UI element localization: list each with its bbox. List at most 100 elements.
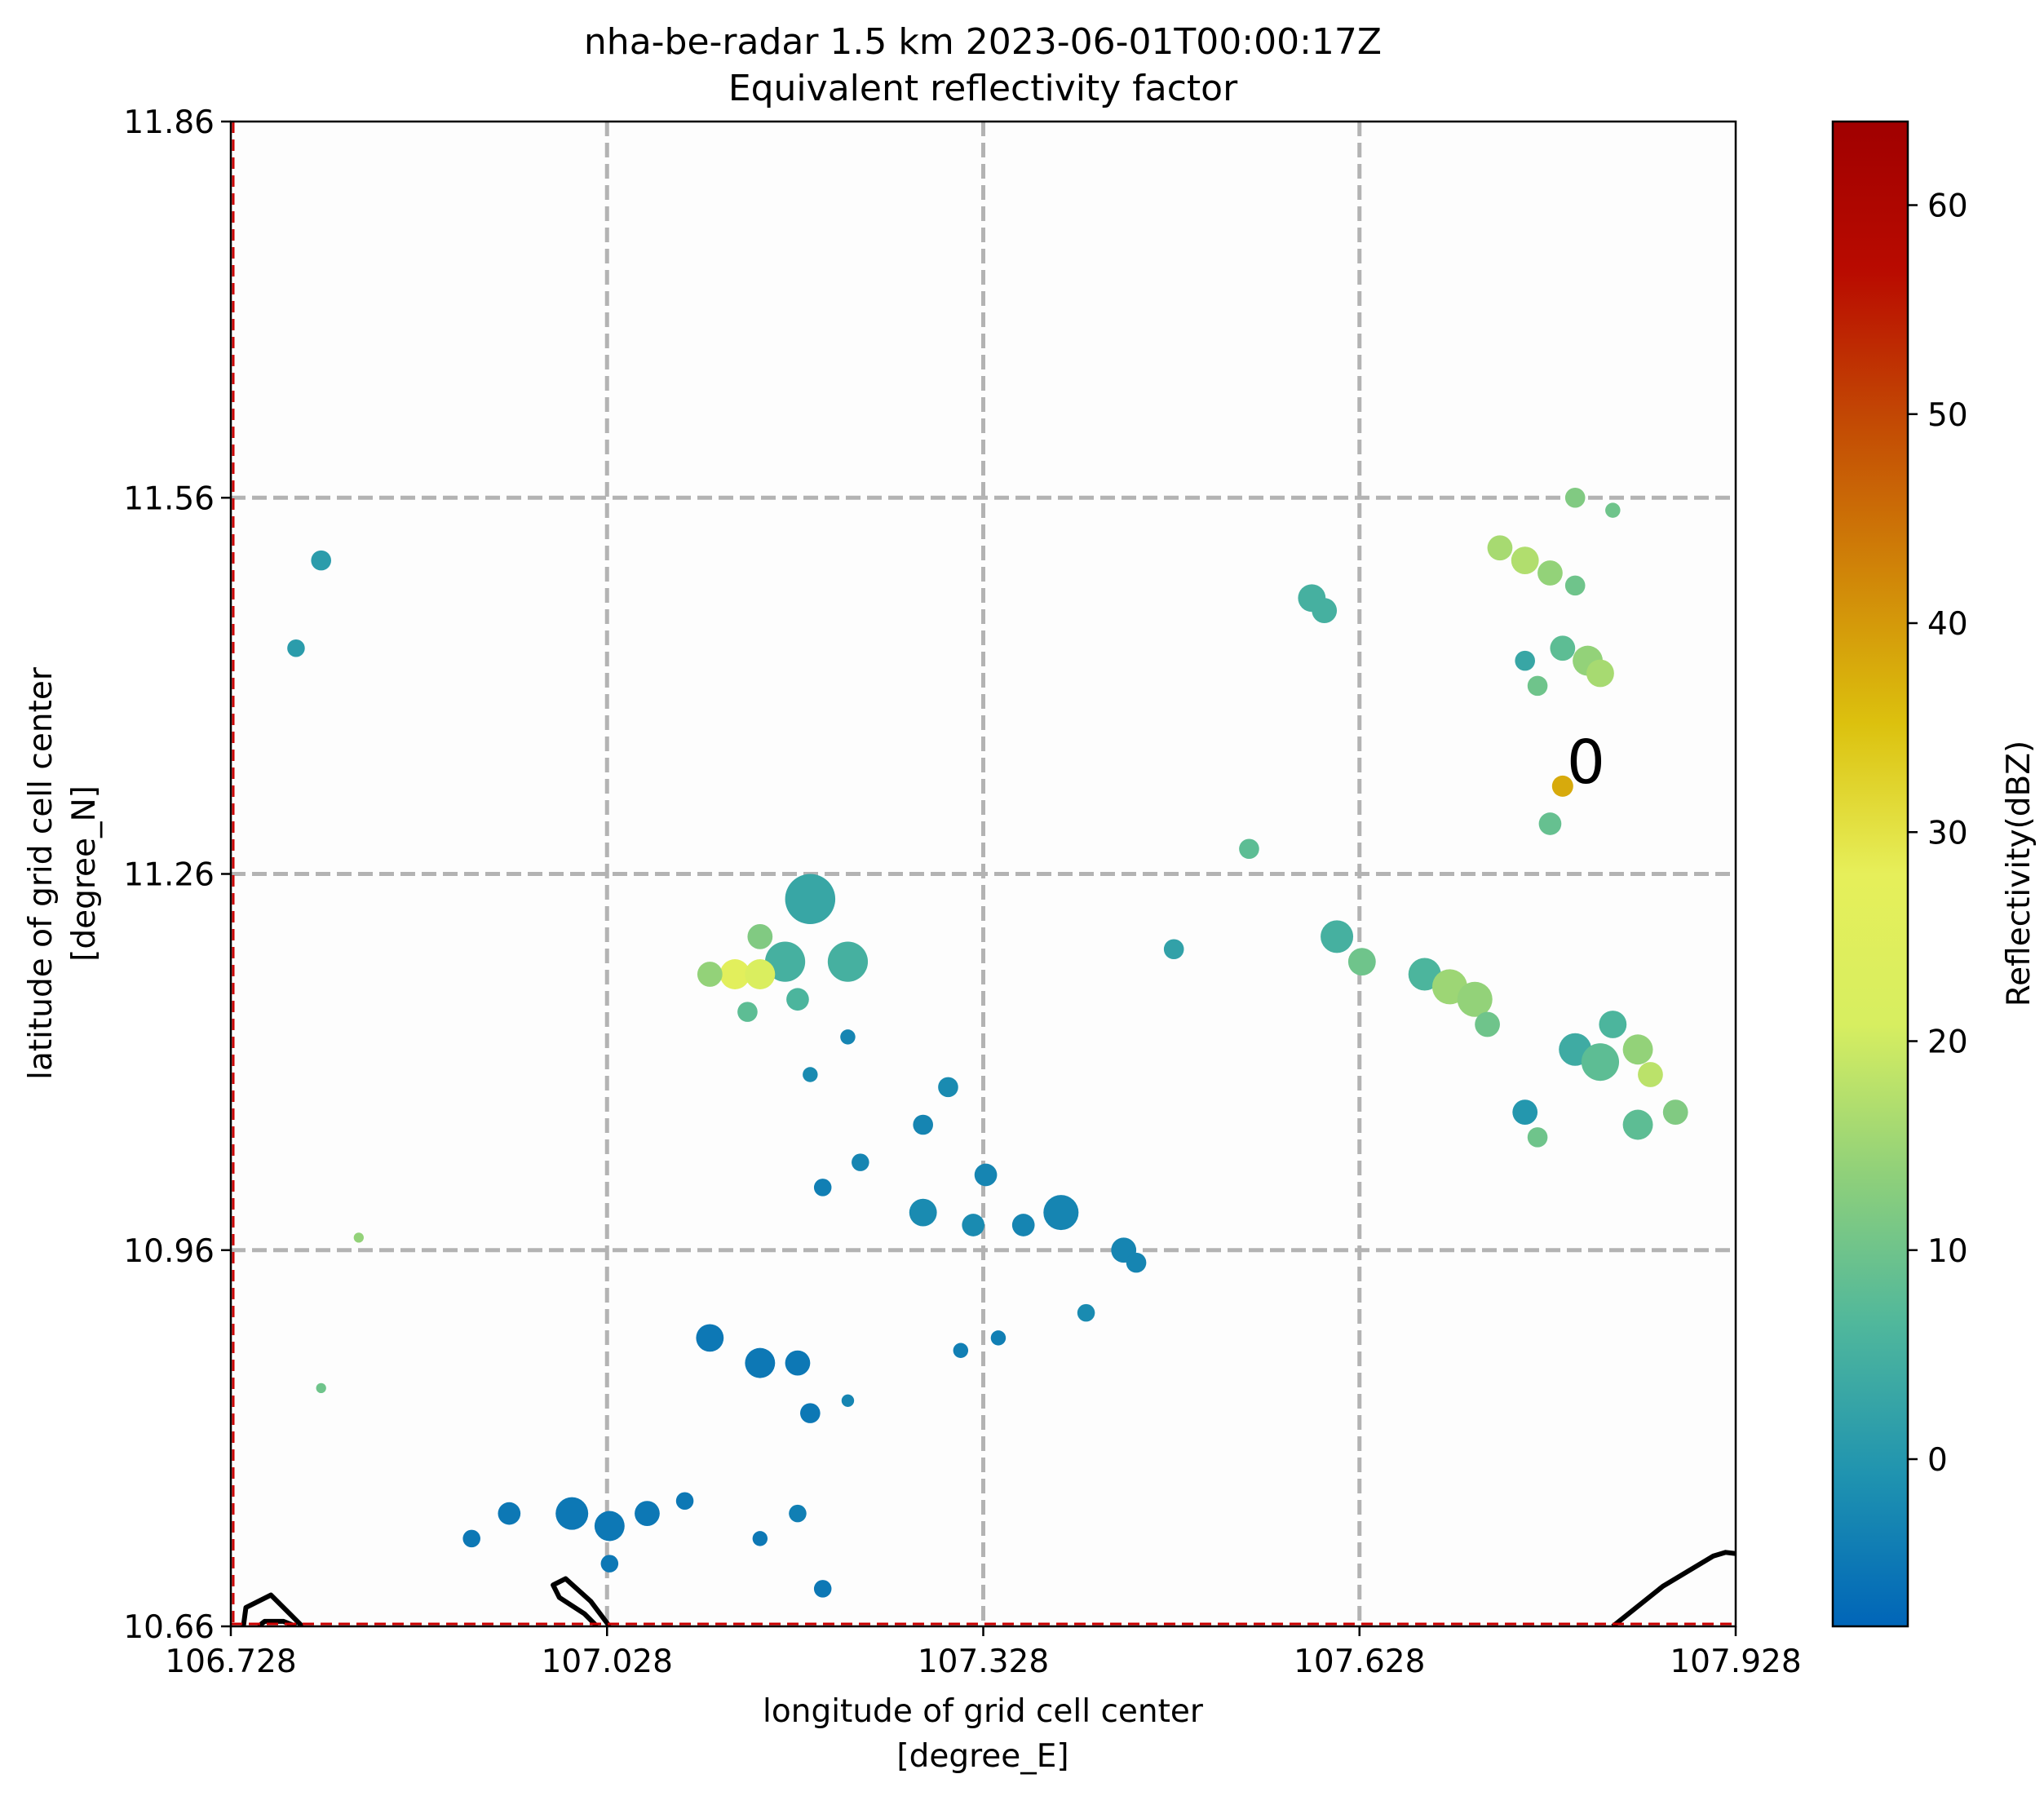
echo-cell — [1605, 502, 1621, 518]
echo-cell — [1321, 920, 1354, 953]
echo-cell — [745, 1347, 776, 1378]
echo-cell — [311, 550, 332, 571]
echo-cell — [1564, 575, 1586, 596]
echo-cell — [789, 1504, 807, 1523]
echo-cell — [1043, 1195, 1079, 1231]
echo-cell — [1586, 659, 1614, 688]
echo-cell — [719, 959, 750, 989]
coastline — [1611, 1550, 1736, 1626]
echo-cell — [800, 1403, 821, 1423]
echo-cell — [462, 1529, 480, 1548]
y-axis-unit: [degree_N] — [66, 785, 103, 962]
echo-cell — [316, 1382, 326, 1394]
echo-cell — [803, 1067, 818, 1082]
echo-cell — [1550, 635, 1576, 661]
coastline — [551, 1576, 612, 1626]
echo-cell — [953, 1343, 969, 1358]
echo-cell — [1622, 1109, 1653, 1140]
y-axis-ticks: 10.66 10.96 11.26 11.56 11.86 — [123, 104, 231, 1646]
echo-cell — [938, 1077, 958, 1098]
echo-cell — [747, 924, 773, 949]
echo-cell — [555, 1497, 589, 1530]
x-axis-ticks: 106.728 107.028 107.328 107.628 107.928 — [165, 1626, 1802, 1680]
echo-cell — [1537, 560, 1563, 586]
echo-cell — [1564, 487, 1586, 508]
y-axis-label: latitude of grid cell center — [23, 666, 60, 1080]
y-tick-label: 11.26 — [123, 857, 215, 894]
colorbar-ticks: 0 10 20 30 40 50 60 — [1908, 188, 1968, 1479]
colorbar-tick-label: 0 — [1927, 1442, 1948, 1479]
y-tick-label: 10.66 — [123, 1609, 215, 1646]
echo-cell — [1487, 535, 1513, 561]
echo-cell — [827, 941, 869, 982]
x-tick-label: 106.728 — [165, 1643, 296, 1680]
colorbar-tick-label: 40 — [1927, 606, 1968, 643]
colorbar-tick-label: 10 — [1927, 1233, 1968, 1270]
echo-cell — [697, 962, 723, 987]
echo-cell — [1457, 981, 1493, 1017]
echo-cell — [962, 1214, 985, 1236]
echo-cell — [1638, 1062, 1663, 1087]
echo-cell — [785, 1350, 811, 1376]
colorbar-label: Reflectivity(dBZ) — [2001, 741, 2037, 1006]
echo-cell — [852, 1153, 869, 1171]
x-tick-label: 107.628 — [1294, 1643, 1425, 1680]
echo-cell — [1622, 1034, 1653, 1065]
echo-cell — [1662, 1099, 1688, 1125]
echo-cell — [1347, 948, 1376, 976]
y-tick-label: 11.56 — [123, 480, 215, 517]
echo-cell — [1011, 1214, 1035, 1236]
echo-cell — [813, 1580, 832, 1598]
echo-cell — [1527, 1127, 1548, 1148]
x-tick-label: 107.328 — [918, 1643, 1049, 1680]
reflectivity-echoes — [287, 487, 1688, 1598]
echo-cell — [1077, 1303, 1095, 1322]
echo-cell — [1163, 939, 1184, 960]
echo-cell — [696, 1324, 724, 1352]
x-tick-label: 107.928 — [1670, 1643, 1801, 1680]
colorbar-tick-label: 50 — [1927, 397, 1968, 434]
echo-cell — [1515, 650, 1535, 671]
echo-cell — [974, 1163, 998, 1187]
colorbar — [1831, 120, 1909, 1628]
colorbar-tick-label: 60 — [1927, 188, 1968, 225]
echo-cell — [600, 1555, 619, 1573]
echo-cell — [909, 1198, 937, 1227]
echo-cell — [1599, 1011, 1627, 1038]
echo-cell — [1239, 838, 1259, 860]
echo-cell — [764, 941, 806, 982]
y-tick-label: 11.86 — [123, 104, 215, 141]
echo-cell — [1512, 1099, 1538, 1125]
echo-cell — [990, 1330, 1007, 1346]
chart-title: nha-be-radar 1.5 km 2023-06-01T00:00:17Z — [584, 21, 1382, 63]
cell-marker: 0 — [1551, 728, 1605, 798]
x-axis-unit: [degree_E] — [896, 1738, 1068, 1775]
echo-cell — [1538, 812, 1562, 835]
cell-marker-dot — [1551, 775, 1573, 797]
colorbar-tick-label: 30 — [1927, 815, 1968, 852]
echo-cell — [1581, 1043, 1620, 1082]
echo-cell — [1511, 546, 1539, 575]
grid-lines — [231, 122, 1736, 1626]
echo-cell — [675, 1492, 694, 1511]
echo-cell — [353, 1232, 364, 1243]
coastline — [241, 1592, 304, 1626]
echo-cell — [786, 988, 809, 1011]
echo-cell — [1312, 598, 1338, 623]
echo-cell — [635, 1501, 660, 1526]
echo-cell — [594, 1511, 625, 1542]
y-tick-label: 10.96 — [123, 1233, 215, 1270]
echo-cell — [913, 1114, 933, 1135]
cell-marker-label: 0 — [1567, 728, 1605, 798]
echo-cell — [841, 1394, 855, 1407]
chart-subtitle: Equivalent reflectivity factor — [728, 68, 1238, 109]
echo-cell — [1126, 1252, 1147, 1273]
echo-cell — [813, 1179, 832, 1197]
echo-cell — [737, 1002, 758, 1022]
echo-cell — [785, 874, 836, 924]
echo-cell — [287, 639, 305, 657]
echo-cell — [752, 1531, 768, 1546]
echo-cell — [1475, 1011, 1500, 1037]
echo-cell — [840, 1029, 856, 1045]
